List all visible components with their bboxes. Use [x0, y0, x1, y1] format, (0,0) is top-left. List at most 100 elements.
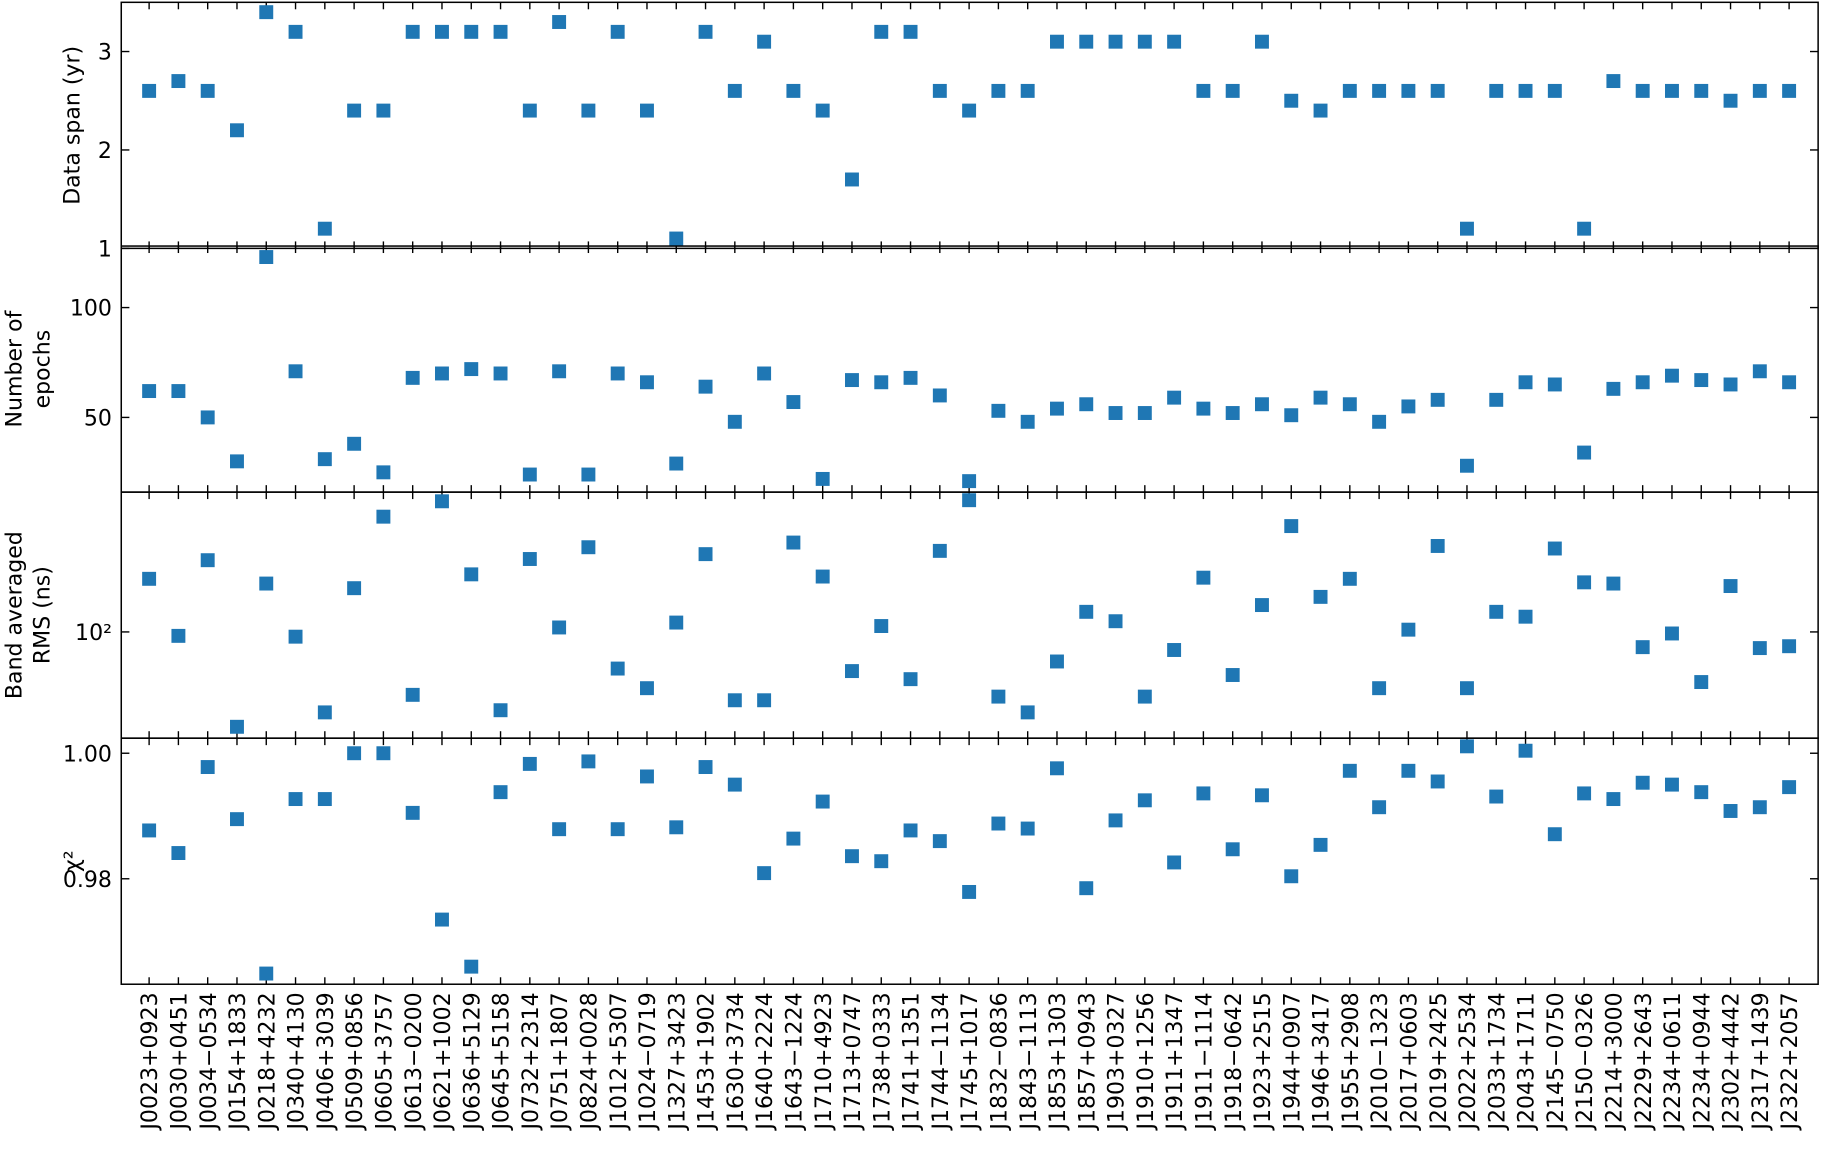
x-tick-label: J2019+2425: [1427, 992, 1452, 1131]
marker: [1606, 74, 1621, 89]
marker: [581, 103, 596, 118]
marker: [142, 823, 157, 838]
x-tick-label: J0732+2314: [519, 992, 544, 1131]
marker: [698, 24, 713, 39]
marker: [727, 777, 742, 792]
marker: [259, 250, 274, 265]
x-tick-label: J1923+2515: [1251, 992, 1276, 1131]
marker: [376, 465, 391, 480]
marker: [903, 823, 918, 838]
marker: [464, 959, 479, 974]
marker: [435, 912, 449, 927]
marker: [317, 705, 332, 720]
marker: [1050, 761, 1064, 776]
marker: [1665, 83, 1679, 98]
marker: [405, 687, 420, 702]
marker: [1284, 519, 1299, 534]
marker: [815, 103, 830, 118]
marker: [376, 103, 391, 118]
marker: [1577, 786, 1592, 801]
marker: [1752, 641, 1767, 656]
marker: [1782, 780, 1797, 795]
marker: [1313, 837, 1328, 852]
x-tick-label: J2234+0611: [1661, 992, 1686, 1131]
x-tick-label: J0030+0451: [168, 992, 193, 1131]
marker: [757, 34, 772, 49]
marker: [1489, 83, 1504, 98]
y-axis-label: RMS (ns): [30, 566, 55, 664]
marker: [669, 820, 684, 835]
marker: [1489, 604, 1504, 619]
marker: [903, 24, 918, 39]
marker: [757, 866, 772, 881]
marker: [1079, 34, 1094, 49]
marker: [991, 83, 1006, 98]
marker: [1196, 786, 1211, 801]
marker: [962, 474, 977, 489]
marker: [845, 373, 859, 388]
marker: [464, 567, 479, 582]
panel-frame: [120, 491, 1819, 739]
marker: [786, 831, 801, 846]
marker: [1606, 381, 1621, 396]
x-tick-label: J1741+1351: [900, 992, 925, 1131]
marker: [288, 24, 303, 39]
marker: [1694, 675, 1709, 690]
marker: [1372, 681, 1387, 696]
marker: [669, 231, 684, 246]
marker: [1635, 375, 1650, 390]
x-tick-label: J1744−1134: [929, 992, 954, 1131]
marker: [727, 414, 742, 429]
marker: [1050, 34, 1064, 49]
marker: [640, 103, 654, 118]
marker: [552, 822, 567, 837]
marker: [1401, 763, 1416, 778]
marker: [1284, 869, 1299, 884]
marker: [1489, 392, 1504, 407]
marker: [610, 822, 625, 837]
marker: [1723, 804, 1738, 818]
marker: [581, 467, 596, 482]
panel-frame: [120, 737, 1819, 985]
marker: [464, 24, 479, 39]
x-tick-label: J1643−1224: [783, 992, 808, 1131]
marker: [171, 628, 186, 643]
marker: [1752, 800, 1767, 815]
marker: [1108, 406, 1123, 420]
x-tick-label: J2033+1734: [1485, 992, 1510, 1131]
marker: [727, 83, 742, 98]
marker: [317, 221, 332, 236]
marker: [1694, 785, 1709, 800]
marker: [435, 494, 449, 509]
y-axis-label: Data span (yr): [60, 46, 85, 205]
x-tick-label: J2214+3000: [1603, 992, 1628, 1131]
marker: [288, 629, 303, 644]
y-tick-label: 1: [98, 238, 112, 263]
marker: [1460, 221, 1474, 236]
x-tick-label: J2043+1711: [1515, 992, 1540, 1131]
marker: [1460, 458, 1474, 473]
x-tick-label: J1911−1114: [1193, 992, 1218, 1131]
marker: [317, 452, 332, 467]
marker: [874, 375, 889, 390]
x-tick-label: J0509+0856: [343, 992, 368, 1131]
marker: [640, 681, 654, 696]
marker: [405, 370, 420, 385]
marker: [1167, 34, 1182, 49]
x-tick-label: J0621+1002: [431, 992, 456, 1131]
marker: [1547, 83, 1562, 98]
marker: [1577, 221, 1592, 236]
marker: [1782, 639, 1797, 654]
marker: [757, 693, 772, 708]
marker: [1225, 668, 1240, 682]
marker: [1108, 813, 1123, 828]
x-tick-label: J1630+3734: [724, 992, 749, 1131]
marker: [435, 24, 449, 39]
marker: [757, 366, 772, 381]
marker: [1430, 83, 1445, 98]
marker: [493, 703, 508, 718]
marker: [259, 5, 274, 20]
marker: [317, 792, 332, 807]
marker: [845, 849, 859, 864]
marker: [1342, 397, 1357, 412]
